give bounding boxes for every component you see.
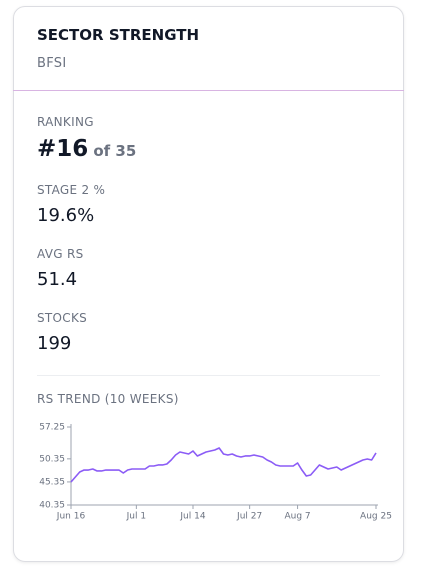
stat-label: STAGE 2 % [37,183,106,197]
x-tick-label: Jul 1 [126,512,146,522]
separator [37,375,380,376]
stat-value: 51.4 [37,269,78,290]
y-tick-label: 45.35 [39,477,65,487]
chart-title: RS TREND (10 WEEKS) [37,392,179,406]
x-tick-label: Aug 7 [284,512,310,522]
x-tick-label: Jul 27 [236,512,262,522]
y-tick-label: 40.35 [39,501,65,511]
stat-label: AVG RS [37,247,84,261]
x-tick-label: Jul 14 [179,512,205,522]
x-tick-label: Jun 16 [56,512,86,522]
trend-line [70,447,377,483]
stat-value: 19.6% [37,205,95,226]
subtitle: BFSI [37,56,67,71]
divider [13,90,404,91]
ranking: #16 of 35 [37,136,136,162]
ranking-value: #16 [37,136,89,162]
card [13,6,404,562]
x-tick-label: Aug 25 [360,512,392,522]
y-tick-label: 50.35 [39,454,65,464]
ranking-total: of 35 [93,142,137,160]
card-title: SECTOR STRENGTH [37,26,200,44]
stat-label: RANKING [37,115,94,129]
y-tick-label: 57.25 [39,423,65,433]
stat-label: STOCKS [37,311,88,325]
stat-value: 199 [37,333,72,354]
